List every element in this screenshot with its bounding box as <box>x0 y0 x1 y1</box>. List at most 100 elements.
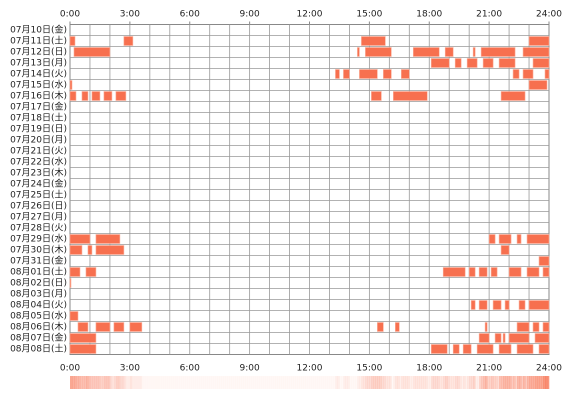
heat-cell <box>403 376 406 389</box>
heat-cell <box>327 376 330 389</box>
heat-cell <box>363 376 366 389</box>
activity-segment <box>81 91 89 101</box>
row-label: 07月21日(火) <box>10 146 67 157</box>
heat-cell <box>221 376 224 389</box>
heat-cell <box>419 376 422 389</box>
heat-cell <box>229 376 232 389</box>
heat-cell <box>453 376 456 389</box>
heat-cell <box>147 376 151 389</box>
activity-segment <box>73 47 111 57</box>
heat-cell <box>97 376 101 389</box>
activity-segment <box>361 36 386 46</box>
heat-cell <box>431 376 434 389</box>
heat-cell <box>337 376 340 389</box>
activity-segment <box>412 47 440 57</box>
heat-cell <box>527 376 530 389</box>
activity-segment <box>538 344 550 354</box>
heat-cell <box>377 376 380 389</box>
row-label: 07月13日(月) <box>10 58 67 69</box>
heat-cell <box>167 376 171 389</box>
heat-cell <box>201 376 205 389</box>
heat-cell <box>115 376 119 389</box>
heat-cell <box>127 376 131 389</box>
row-label: 07月27日(月) <box>10 212 67 223</box>
activity-segment <box>69 344 97 354</box>
heat-cell <box>451 376 454 389</box>
heat-cell <box>151 376 155 389</box>
heat-cell <box>477 376 480 389</box>
activity-segment <box>69 91 77 101</box>
heat-cell <box>519 376 522 389</box>
activity-segment <box>516 322 530 332</box>
activity-segment <box>91 91 101 101</box>
heat-cell <box>411 376 414 389</box>
row-label: 08月05日(水) <box>10 310 67 322</box>
heat-cell <box>223 376 226 389</box>
heat-cell <box>249 376 252 389</box>
heat-cell <box>265 376 268 389</box>
heat-cell <box>291 376 294 389</box>
activity-segment <box>498 234 512 244</box>
heat-cell <box>379 376 382 389</box>
heat-cell <box>87 376 91 389</box>
heat-cell <box>239 376 242 389</box>
activity-segment <box>129 322 143 332</box>
heat-cell <box>395 376 398 389</box>
activity-segment <box>516 234 522 244</box>
activity-segment <box>542 322 550 332</box>
heat-cell <box>159 376 163 389</box>
heat-cell <box>83 376 87 389</box>
heat-cell <box>245 376 248 389</box>
heat-cell <box>345 376 348 389</box>
heat-cell <box>219 376 222 389</box>
heat-cell <box>427 376 430 389</box>
heat-cell <box>531 376 534 389</box>
heat-cell <box>175 376 179 389</box>
heat-cell <box>499 376 502 389</box>
heat-cell <box>233 376 236 389</box>
x-tick-label-bottom: 24:00 <box>536 364 562 374</box>
row-label: 07月30日(木) <box>10 244 67 256</box>
heat-cell <box>303 376 306 389</box>
heat-cell <box>373 376 376 389</box>
activity-segment <box>395 322 400 332</box>
heat-cell <box>415 376 418 389</box>
heat-cell <box>165 376 169 389</box>
activity-segment <box>516 344 534 354</box>
heat-cell <box>475 376 478 389</box>
activity-segment <box>95 234 121 244</box>
heat-cell <box>269 376 272 389</box>
activity-segment <box>95 245 125 255</box>
heat-cell <box>195 376 199 389</box>
heat-cell <box>283 376 286 389</box>
activity-segment <box>484 322 488 332</box>
heat-cell <box>129 376 133 389</box>
heat-cell <box>321 376 324 389</box>
heat-cell <box>255 376 258 389</box>
x-tick-label-bottom: 18:00 <box>416 364 442 374</box>
heat-cell <box>535 376 538 389</box>
heat-cell <box>391 376 394 389</box>
heat-cell <box>103 376 107 389</box>
heat-cell <box>81 376 85 389</box>
row-label: 07月20日(月) <box>10 135 67 146</box>
x-tick-label-bottom: 3:00 <box>120 364 140 374</box>
heat-cell <box>133 376 137 389</box>
heat-cell <box>525 376 528 389</box>
heat-cell <box>231 376 234 389</box>
activity-segment <box>522 47 550 57</box>
row-label: 07月10日(金) <box>10 24 67 36</box>
activity-segment <box>538 256 550 266</box>
heat-cell <box>73 376 77 389</box>
row-label: 07月11日(土) <box>10 35 67 47</box>
heat-cell <box>145 376 149 389</box>
heat-cell <box>355 376 358 389</box>
x-tick-label: 21:00 <box>476 10 502 20</box>
heat-cell <box>537 376 540 389</box>
heat-cell <box>387 376 390 389</box>
activity-segment <box>490 267 498 277</box>
heat-cell <box>267 376 270 389</box>
heat-cell <box>399 376 402 389</box>
activity-segment <box>504 300 510 310</box>
activity-segment <box>77 322 89 332</box>
